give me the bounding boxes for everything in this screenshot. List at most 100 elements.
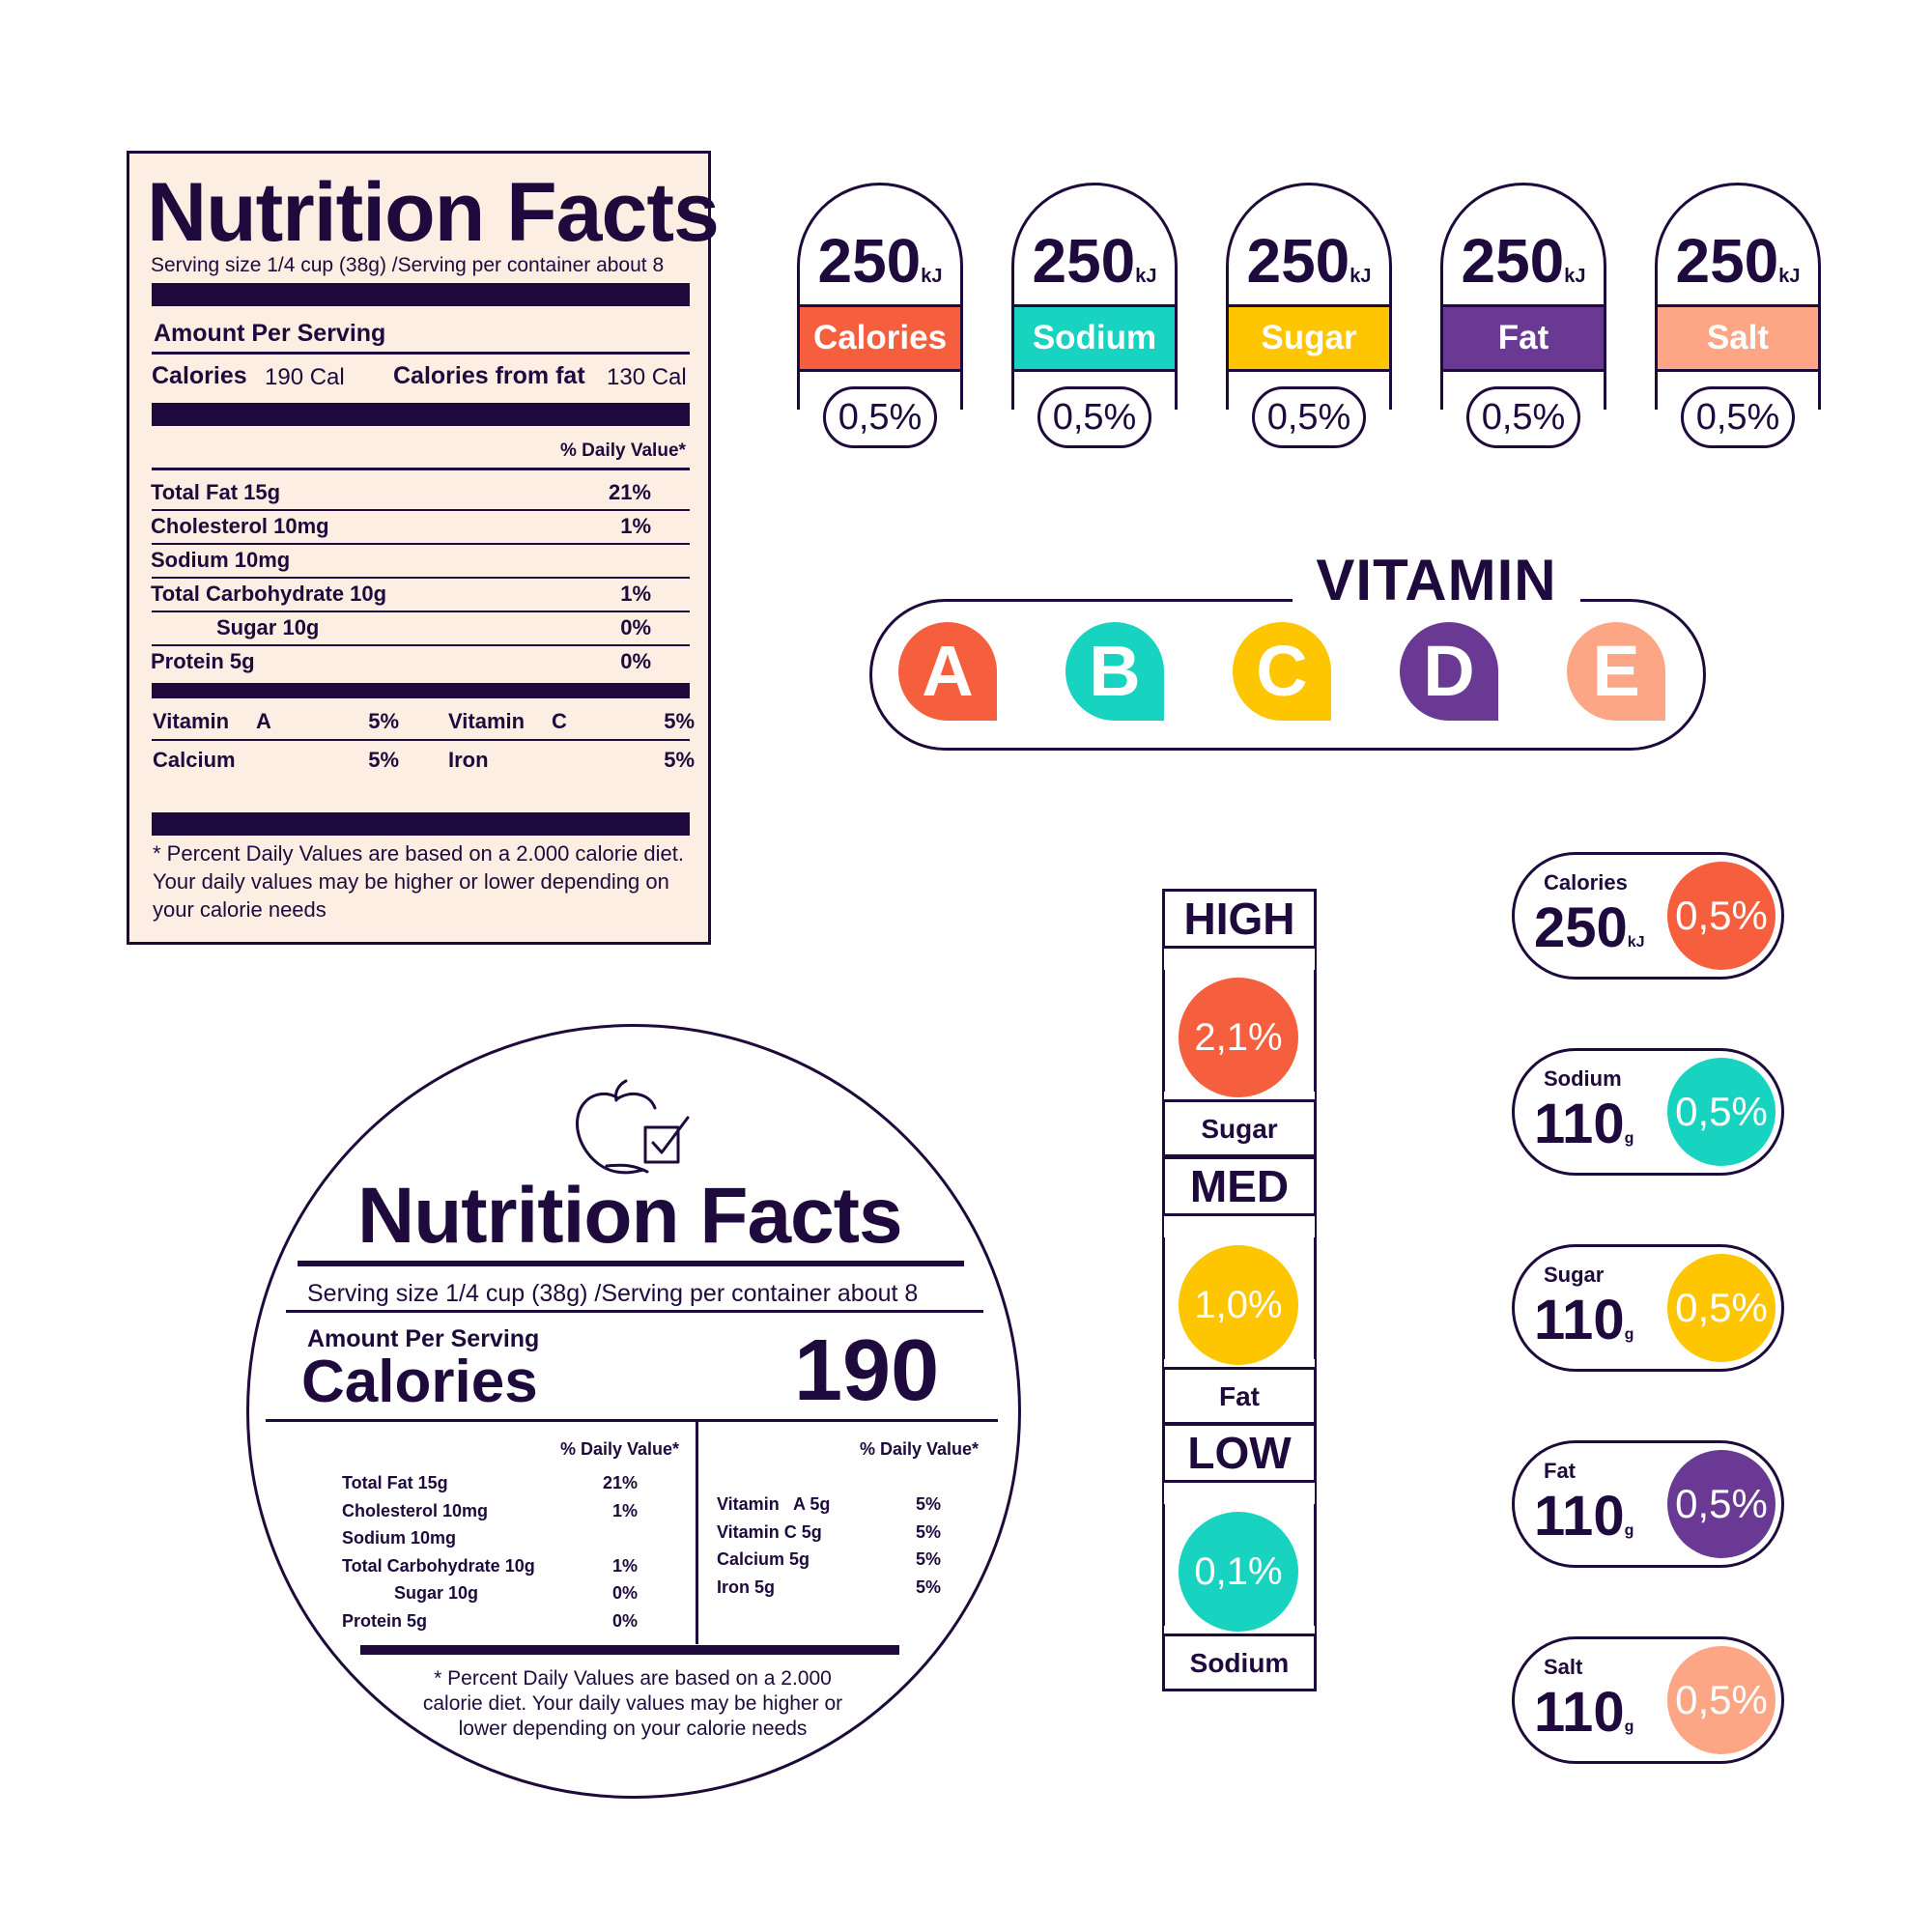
round-nutrient-name: Total Fat 15g	[342, 1473, 448, 1492]
nutrient-name: Total Carbohydrate 10g	[151, 582, 387, 606]
round-vitamin-name: Iron 5g	[717, 1577, 776, 1597]
divider	[152, 611, 690, 612]
badge-label: Salt	[1655, 304, 1821, 372]
badge-value: 250kJ	[1440, 225, 1606, 297]
pill-label: Fat	[1544, 1459, 1576, 1483]
pill-value: 110g	[1534, 1094, 1634, 1155]
badge-label: Sugar	[1226, 304, 1392, 372]
column-divider	[696, 1422, 698, 1644]
round-calories-label: Calories	[301, 1349, 538, 1415]
vitamin-daily-value: 5%	[368, 709, 399, 733]
level-high-percent: 2,1%	[1179, 978, 1298, 1097]
divider	[152, 577, 690, 579]
badge-unit: kJ	[921, 266, 943, 287]
round-nutrient-name: Cholesterol 10mg	[342, 1500, 489, 1520]
round-nutrient-daily-value: 21%	[602, 1473, 638, 1492]
pill-percent: 0,5%	[1667, 1450, 1776, 1558]
badge-unit: kJ	[1564, 266, 1586, 287]
vitamin-name: Vitamin	[448, 709, 526, 733]
divider	[152, 468, 690, 470]
badge-percent: 0,5%	[823, 386, 937, 448]
salt-pill-badge: Salt 110g 0,5%	[1512, 1636, 1784, 1764]
sugar-pill-badge: Sugar 110g 0,5%	[1512, 1244, 1784, 1372]
frame-gap	[1164, 1216, 1315, 1237]
round-nutrient-name: Sodium 10mg	[342, 1528, 457, 1548]
round-serving-size: Serving size 1/4 cup (38g) /Serving per …	[307, 1280, 919, 1307]
badge-value: 250kJ	[1011, 225, 1178, 297]
badge-label: Sodium	[1011, 304, 1178, 372]
pill-number: 110	[1534, 1485, 1625, 1548]
nutrient-name: Sodium 10mg	[151, 548, 291, 572]
pill-value: 110g	[1534, 1486, 1634, 1548]
vitamin-d-badge: D	[1400, 622, 1498, 721]
vitamin-daily-value: 5%	[368, 748, 399, 772]
round-vitamin-daily-value: 5%	[915, 1494, 941, 1514]
serving-size: Serving size 1/4 cup (38g) /Serving per …	[151, 254, 665, 276]
divider-thick	[152, 403, 690, 426]
round-nutrient-name: Protein 5g	[342, 1610, 428, 1631]
round-label-title: Nutrition Facts	[357, 1172, 903, 1260]
pill-percent: 0,5%	[1667, 1058, 1776, 1166]
divider-thick	[152, 283, 690, 306]
daily-value-header: % Daily Value*	[560, 440, 686, 461]
vitamin-b-badge: B	[1065, 622, 1164, 721]
energy-badge: 250kJ Fat 0,5%	[1440, 183, 1606, 448]
badge-number: 250	[817, 226, 922, 296]
divider	[152, 509, 690, 511]
vitamin-daily-value: 5%	[664, 709, 695, 733]
pill-value: 250kJ	[1534, 897, 1645, 959]
vitamin-letter: C	[552, 709, 567, 733]
badge-value: 250kJ	[797, 225, 963, 297]
energy-badge: 250kJ Sodium 0,5%	[1011, 183, 1178, 448]
badge-unit: kJ	[1135, 266, 1157, 287]
round-nutrient-daily-value: 0%	[611, 1583, 638, 1603]
round-nutrient-daily-value: 1%	[611, 1500, 638, 1520]
round-nutrient-name: Total Carbohydrate 10g	[342, 1555, 535, 1576]
pill-unit: kJ	[1627, 934, 1645, 951]
pill-percent: 0,5%	[1667, 1254, 1776, 1362]
badge-label: Calories	[797, 304, 963, 372]
calories-from-fat-label: Calories from fat	[393, 362, 585, 389]
pill-unit: g	[1624, 1719, 1634, 1735]
pill-number: 250	[1534, 896, 1628, 959]
energy-badge: 250kJ Sugar 0,5%	[1226, 183, 1392, 448]
pill-percent: 0,5%	[1667, 1646, 1776, 1754]
vitamin-e-badge: E	[1567, 622, 1665, 721]
divider	[152, 352, 690, 355]
fat-pill-badge: Fat 110g 0,5%	[1512, 1440, 1784, 1568]
round-footnote: * Percent Daily Values are based on a 2.…	[422, 1667, 843, 1740]
round-nutrient-daily-value: 1%	[611, 1555, 638, 1576]
frame-gap	[1164, 1483, 1315, 1504]
vitamin-daily-value: 5%	[664, 748, 695, 772]
level-med-nutrient: Fat	[1162, 1367, 1317, 1425]
nutrient-daily-value: 21%	[608, 480, 651, 504]
label-title: Nutrition Facts	[147, 166, 720, 259]
round-vitamin-name: Calcium 5g	[717, 1549, 810, 1569]
footnote: * Percent Daily Values are based on a 2.…	[153, 841, 684, 922]
nutrition-facts-label: Nutrition Facts Serving size 1/4 cup (38…	[127, 151, 720, 945]
divider	[152, 644, 690, 646]
divider-thick	[360, 1645, 899, 1655]
round-vitamin-daily-value: 5%	[915, 1521, 941, 1542]
apple-check-icon	[576, 1079, 690, 1175]
energy-badge: 250kJ Calories 0,5%	[797, 183, 963, 448]
vitamin-name: Vitamin	[153, 709, 230, 733]
badge-percent: 0,5%	[1037, 386, 1151, 448]
pill-value: 110g	[1534, 1290, 1634, 1351]
frame-gap	[1164, 949, 1315, 970]
badge-percent: 0,5%	[1681, 386, 1795, 448]
pill-label: Salt	[1544, 1655, 1583, 1679]
round-amount-per-serving: Amount Per Serving	[307, 1325, 540, 1352]
badge-bottom	[797, 369, 963, 410]
nutrient-name: Cholesterol 10mg	[151, 514, 329, 538]
badge-value: 250kJ	[1655, 225, 1821, 297]
badge-bottom	[1226, 369, 1392, 410]
badge-percent: 0,5%	[1466, 386, 1580, 448]
calories-value: 190 Cal	[265, 364, 345, 390]
vitamin-letter: A	[256, 709, 271, 733]
divider-thick	[152, 812, 690, 836]
badge-top	[1226, 183, 1392, 308]
nutrient-daily-value: 1%	[620, 514, 651, 538]
badge-bottom	[1655, 369, 1821, 410]
sodium-pill-badge: Sodium 110g 0,5%	[1512, 1048, 1784, 1176]
